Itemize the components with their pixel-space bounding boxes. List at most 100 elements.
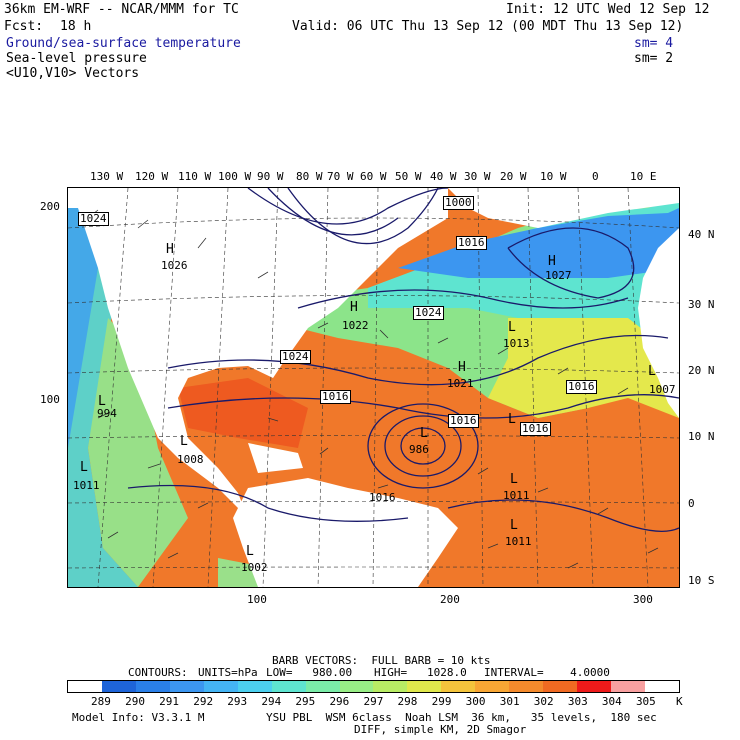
colorbar-swatch <box>644 681 679 692</box>
colorbar-swatch <box>441 681 476 692</box>
pressure-label: 1016 <box>520 422 551 436</box>
land-cuba <box>248 443 303 473</box>
latitude-label: 10 N <box>688 430 715 443</box>
model-title: 36km EM-WRF -- NCAR/MMM for TC <box>4 2 239 17</box>
high-marker: H <box>548 254 556 269</box>
isobars <box>127 188 679 532</box>
longitude-label: 10 E <box>630 170 657 183</box>
longitude-label: 60 W <box>360 170 387 183</box>
low-marker: L <box>420 426 428 441</box>
longitude-label: 100 W <box>218 170 252 183</box>
pressure-label: 1016 <box>320 390 351 404</box>
longitude-label: 110 W <box>178 170 212 183</box>
longitude-label: 130 W <box>90 170 124 183</box>
colorbar-label: 298 <box>397 695 418 708</box>
x-tick-100: 100 <box>247 593 267 606</box>
pressure-label: 1000 <box>443 196 474 210</box>
field-wind-label: <U10,V10> Vectors <box>6 66 140 81</box>
colorbar-swatch <box>271 681 306 692</box>
contours-label: CONTOURS: <box>128 666 188 679</box>
land-north-america <box>68 188 448 518</box>
pressure-label: 1016 <box>448 414 479 428</box>
low-marker: L <box>510 518 518 533</box>
colorbar-label: 291 <box>159 695 180 708</box>
physics-info: YSU PBL WSM 6class Noah LSM 36 km, 35 le… <box>266 711 657 724</box>
colorbar-swatch <box>68 681 102 692</box>
pressure-label: 1013 <box>503 337 530 350</box>
field-slp-label: Sea-level pressure <box>6 51 147 66</box>
contour-units: UNITS=hPa <box>198 666 258 679</box>
colorbar-label: 300 <box>465 695 486 708</box>
colorbar-swatch <box>237 681 272 692</box>
land-south-america <box>233 478 458 587</box>
pressure-label: 1022 <box>342 319 369 332</box>
colorbar-unit: K <box>676 695 683 708</box>
longitude-label: 40 W <box>430 170 457 183</box>
x-tick-200: 200 <box>440 593 460 606</box>
high-marker: H <box>458 360 466 375</box>
low-marker: L <box>180 434 188 449</box>
contour-high: HIGH= 1028.0 <box>374 666 467 679</box>
colorbar-label: 289 <box>91 695 111 708</box>
sst-gulf-hot <box>178 378 308 448</box>
x-tick-300: 300 <box>633 593 653 606</box>
longitude-label: 120 W <box>135 170 169 183</box>
land-greenland <box>448 188 679 228</box>
colorbar-label: 296 <box>329 695 350 708</box>
latitude-label: 0 <box>688 497 695 510</box>
contour-low: LOW= 980.00 <box>266 666 353 679</box>
colorbar-label: 301 <box>499 695 520 708</box>
colorbar-swatch <box>101 681 136 692</box>
contour-interval: INTERVAL= 4.0000 <box>484 666 610 679</box>
colorbar-label: 303 <box>567 695 588 708</box>
latitude-label: 20 N <box>688 364 715 377</box>
pressure-label: 994 <box>97 407 117 420</box>
pressure-label: 1016 <box>369 491 396 504</box>
pressure-label: 1026 <box>161 259 188 272</box>
colorbar-label: 290 <box>125 695 145 708</box>
longitude-label: 70 W <box>327 170 354 183</box>
pressure-label: 1024 <box>413 306 444 320</box>
low-marker: L <box>648 364 656 379</box>
colorbar-swatch <box>203 681 238 692</box>
graticule <box>68 188 679 587</box>
pressure-label: 1027 <box>545 269 572 282</box>
colorbar-swatch <box>305 681 340 692</box>
pressure-label: 986 <box>409 443 429 456</box>
low-marker: L <box>246 544 254 559</box>
colorbar-label: 304 <box>601 695 622 708</box>
colorbar-label: 293 <box>227 695 248 708</box>
sst-atlantic-blue <box>398 208 679 278</box>
model-info: Model Info: V3.3.1 M <box>72 711 205 724</box>
y-tick-200: 200 <box>40 200 60 213</box>
pressure-label: 1011 <box>503 489 530 502</box>
longitude-label: 10 W <box>540 170 567 183</box>
pressure-label: 1016 <box>566 380 597 394</box>
colorbar-swatch <box>135 681 170 692</box>
colorbar-label: 294 <box>261 695 282 708</box>
longitude-label: 30 W <box>464 170 491 183</box>
latitude-label: 10 S <box>688 574 715 587</box>
longitude-label: 80 W <box>296 170 323 183</box>
low-marker: L <box>98 394 106 409</box>
pressure-label: 1021 <box>447 377 474 390</box>
init-time: Init: 12 UTC Wed 12 Sep 12 <box>506 2 710 17</box>
diffusion-info: DIFF, simple KM, 2D Smagor <box>354 723 527 736</box>
latitude-label: 30 N <box>688 298 715 311</box>
pressure-label: 1024 <box>78 212 109 226</box>
low-marker: L <box>508 320 516 335</box>
pressure-label: 1024 <box>280 350 311 364</box>
pressure-label: 1016 <box>456 236 487 250</box>
forecast-hour: 18 h <box>60 19 92 34</box>
colorbar-label: 305 <box>635 695 656 708</box>
colorbar-swatch <box>611 681 645 692</box>
colorbar-swatch <box>373 681 408 692</box>
sst-atlantic-yellow <box>488 318 679 418</box>
low-marker: L <box>510 472 518 487</box>
y-tick-100: 100 <box>40 393 60 406</box>
pressure-label: 1002 <box>241 561 268 574</box>
land-africa <box>638 228 679 418</box>
temperature-colorbar <box>67 680 680 693</box>
barb-legend: BARB VECTORS: FULL BARB = 10 kts <box>272 654 491 667</box>
longitude-label: 90 W <box>257 170 284 183</box>
